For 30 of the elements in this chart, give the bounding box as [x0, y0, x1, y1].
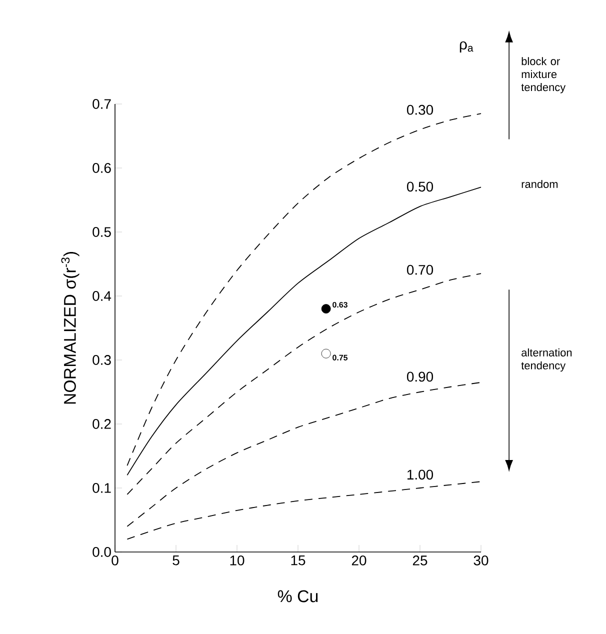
line-series	[126, 113, 482, 466]
x-axis-title: % Cu	[278, 590, 318, 602]
y-tick-label: 0.0	[92, 547, 111, 557]
y-tick-label: 0.5	[92, 227, 111, 237]
y-tick-label: 0.6	[92, 163, 111, 173]
series-label: 0.50	[406, 182, 434, 192]
series-label: 0.70	[406, 264, 434, 275]
line-series	[126, 481, 482, 540]
line-series	[126, 382, 482, 527]
x-tick-label: 20	[352, 556, 366, 566]
legend-title: ρ$_{a}$	[460, 41, 474, 52]
x-tick-label: 0	[112, 556, 118, 566]
y-tick-label: 0.3	[92, 355, 111, 365]
series-label: 0.30	[406, 104, 434, 115]
y-tick-label: 0.1	[92, 483, 111, 493]
text: random	[522, 180, 558, 188]
y-tick-label: 0.7	[92, 99, 111, 109]
x-tick-label: 5	[172, 556, 180, 566]
text: block or mixture tendency	[521, 57, 566, 94]
y-tick-label: 0.4	[92, 291, 112, 301]
x-tick-label: 10	[230, 556, 244, 566]
line-series	[126, 273, 482, 495]
series-label: 0.90	[406, 372, 434, 382]
y-tick-label: 0.2	[92, 419, 111, 429]
series-label: 1.00	[407, 470, 434, 480]
x-tick-label: 15	[291, 556, 306, 566]
text: alternation tendency	[521, 348, 572, 372]
x-tick-label: 30	[474, 556, 488, 566]
x-tick-label: 25	[412, 556, 428, 566]
y-axis-title: NORMALIZED σ(r$^{-3}$)	[61, 252, 80, 404]
